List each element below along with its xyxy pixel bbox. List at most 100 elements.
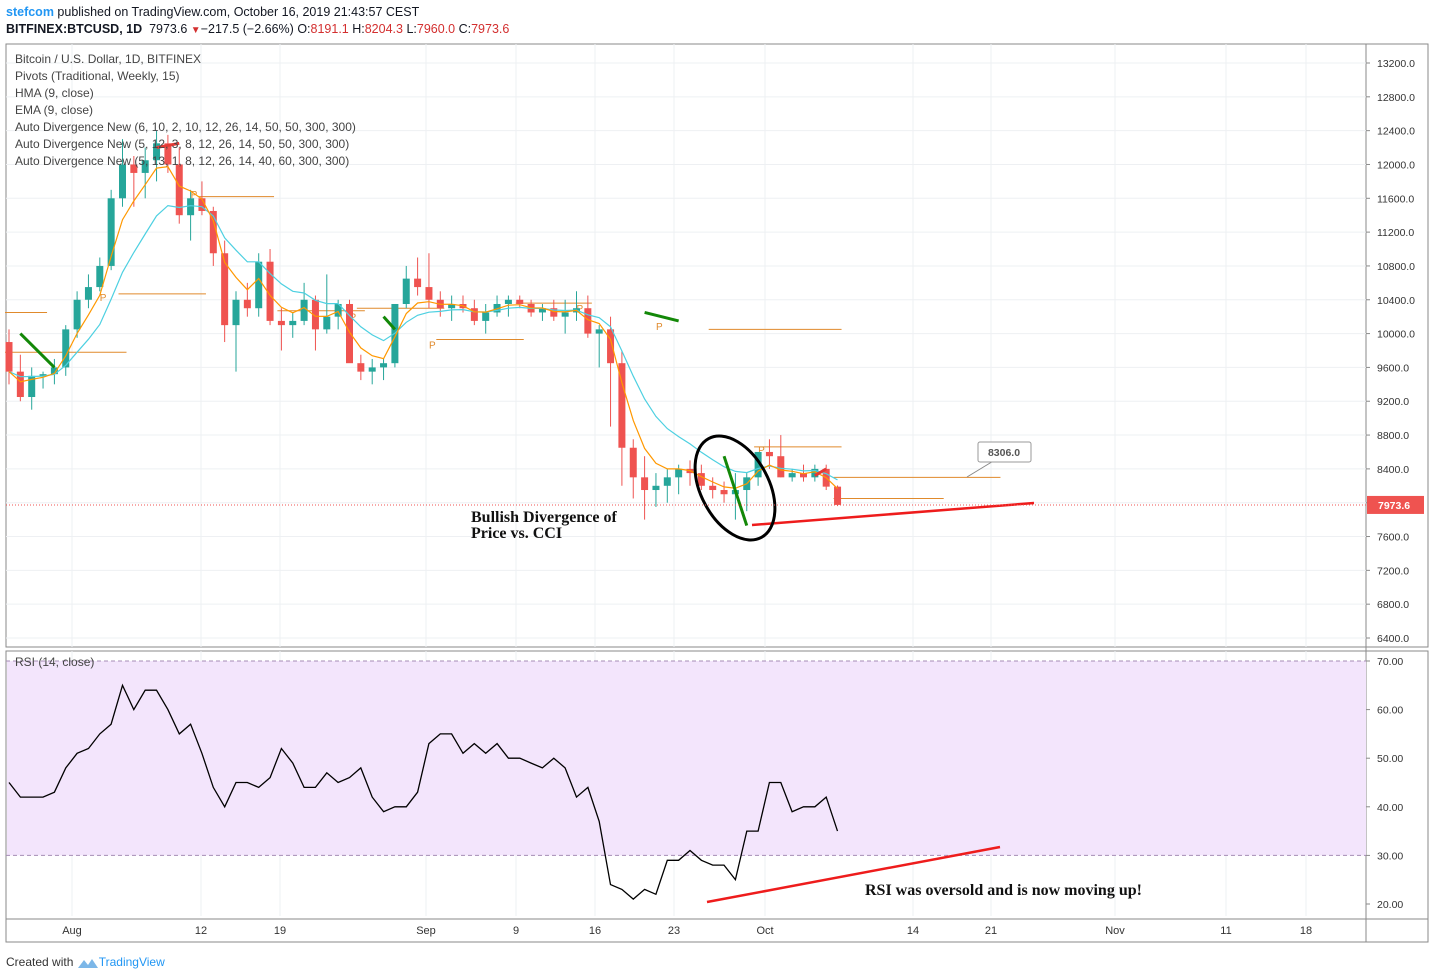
y-tick-label: 11200.0	[1377, 227, 1414, 239]
last-price: 7973.6	[149, 22, 188, 36]
candle-body	[119, 164, 126, 199]
rsi-tick-label: 50.00	[1377, 753, 1403, 765]
candle-body	[709, 485, 717, 491]
high-label: H:	[352, 22, 365, 36]
candle-body	[164, 143, 172, 165]
symbol-line: BITFINEX:BTCUSD, 1D 7973.6 ▼−217.5 (−2.6…	[6, 22, 509, 36]
publish-info: published on TradingView.com, October 16…	[57, 5, 420, 19]
candle-body	[765, 451, 773, 457]
candle-body	[50, 367, 58, 375]
y-tick-label: 12400.0	[1377, 126, 1415, 138]
down-arrow-icon: ▼	[190, 25, 201, 36]
author-name[interactable]: stefcom	[6, 5, 54, 19]
x-tick-label: 14	[907, 925, 919, 937]
candle-body	[84, 287, 92, 300]
y-tick-label: 10800.0	[1377, 261, 1415, 273]
last-price-tag	[1367, 495, 1424, 514]
candle-body	[561, 312, 569, 317]
candle-body	[289, 320, 297, 326]
candle-body	[754, 451, 762, 478]
candle-body	[300, 299, 308, 321]
pivot-label: P	[758, 445, 765, 456]
candle-body	[73, 299, 81, 330]
candle-body	[538, 308, 546, 313]
pivot-label: P	[656, 322, 663, 333]
rsi-pane-border	[5, 650, 1429, 943]
close-label: C:	[458, 22, 472, 36]
divergence-line-red	[156, 141, 180, 150]
candle-body	[448, 303, 456, 309]
divergence-line-red	[814, 467, 827, 477]
tradingview-logo-icon	[77, 958, 98, 968]
candle-body	[482, 312, 490, 321]
annotation-text: Bullish Divergence of	[471, 509, 617, 526]
x-tick-label: 19	[274, 925, 286, 937]
candle-body	[16, 371, 24, 398]
candle-body	[811, 468, 819, 478]
tradingview-brand[interactable]: TradingView	[98, 955, 165, 969]
y-tick-label: 11600.0	[1377, 193, 1414, 205]
rsi-tick-label: 40.00	[1377, 802, 1403, 814]
candle-body	[470, 308, 478, 321]
y-tick-label: 9200.0	[1377, 396, 1409, 408]
indicator-label[interactable]: Auto Divergence New (5, 13, 1, 8, 12, 26…	[15, 154, 350, 168]
x-tick-label: Nov	[1105, 925, 1125, 937]
hma-line	[8, 166, 838, 490]
divergence-line-green	[382, 315, 397, 331]
candle-body	[516, 299, 524, 304]
rsi-trendline	[706, 845, 1001, 904]
publish-line: stefcom published on TradingView.com, Oc…	[6, 5, 419, 19]
rsi-tick-label: 30.00	[1377, 850, 1403, 862]
moving-averages	[8, 166, 838, 490]
y-tick-label: 13200.0	[1377, 58, 1415, 70]
support-trendline	[751, 501, 1035, 527]
candle-body	[28, 375, 36, 398]
indicator-label[interactable]: Auto Divergence New (6, 10, 2, 10, 12, 2…	[15, 120, 356, 134]
candle-body	[357, 363, 365, 372]
candle-body	[652, 485, 660, 491]
x-tick-label: 18	[1300, 925, 1312, 937]
candle-body	[346, 303, 353, 364]
indicator-label[interactable]: Bitcoin / U.S. Dollar, 1D, BITFINEX	[15, 52, 202, 66]
last-price-tag-label: 7973.6	[1378, 500, 1410, 512]
y-tick-label: 8800.0	[1377, 430, 1409, 442]
candle-body	[504, 299, 512, 304]
candle-body	[221, 253, 229, 326]
annotation-text: Price vs. CCI	[471, 525, 562, 542]
candle-body	[368, 367, 376, 372]
x-tick-label: Sep	[416, 925, 436, 937]
divergence-ellipse	[693, 434, 777, 542]
pivot-levels: PPPPPPP	[5, 190, 1001, 499]
y-tick-label: 12800.0	[1377, 92, 1415, 104]
candle-body	[153, 143, 161, 161]
y-tick-label: 6400.0	[1377, 633, 1409, 645]
candle-body	[618, 363, 626, 448]
candle-body	[629, 447, 637, 478]
candle-body	[641, 477, 649, 491]
indicator-label[interactable]: HMA (9, close)	[15, 86, 94, 100]
x-tick-label: 12	[195, 925, 207, 937]
candle-body	[777, 456, 785, 478]
rsi-band	[7, 661, 1366, 856]
indicator-label[interactable]: EMA (9, close)	[15, 103, 94, 117]
indicator-label[interactable]: Auto Divergence New (5, 12, 3, 8, 12, 26…	[15, 137, 350, 151]
candle-body	[175, 164, 183, 216]
pivot-label: P	[191, 190, 198, 201]
rsi-label[interactable]: RSI (14, close)	[15, 655, 95, 669]
price-change: −217.5 (−2.66%)	[200, 22, 294, 36]
candle-body	[187, 198, 195, 216]
candle-body	[402, 278, 410, 304]
indicator-label[interactable]: Pivots (Traditional, Weekly, 15)	[15, 69, 180, 83]
candle-body	[232, 299, 240, 326]
y-tick-label: 10400.0	[1377, 295, 1415, 307]
symbol: BITFINEX:BTCUSD, 1D	[6, 22, 143, 36]
candle-body	[39, 374, 47, 376]
rsi-grid	[6, 651, 1366, 916]
candle-body	[607, 329, 615, 364]
candle-body	[584, 308, 592, 334]
callout-value: 8306.0	[988, 447, 1020, 459]
divergence-lines	[6, 141, 1366, 542]
callout-box	[977, 441, 1032, 463]
